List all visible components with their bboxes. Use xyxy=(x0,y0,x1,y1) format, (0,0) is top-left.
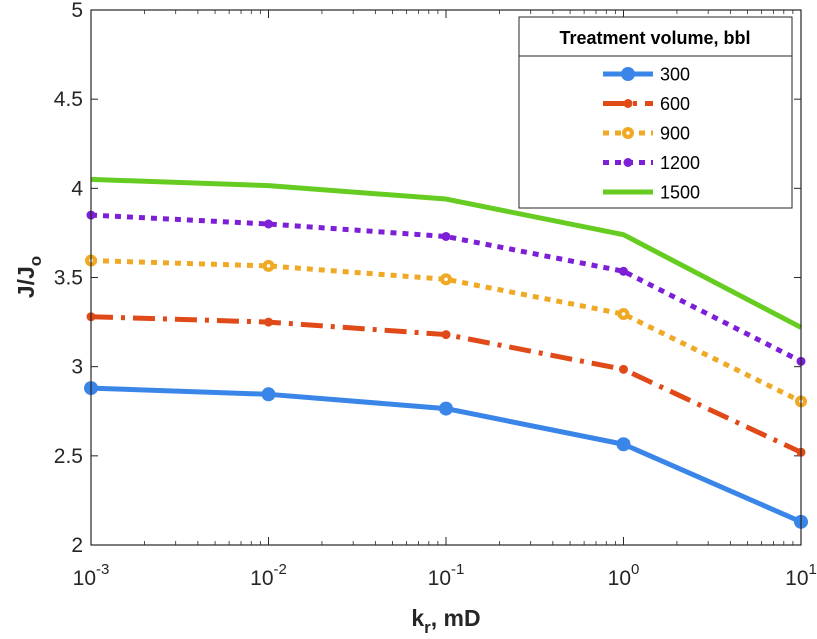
data-point-1200 xyxy=(619,266,628,276)
legend-title: Treatment volume, bbl xyxy=(559,28,750,48)
data-point-1200 xyxy=(264,219,273,229)
x-axis-title-subscript: r xyxy=(424,618,431,637)
legend-label-300: 300 xyxy=(660,65,690,85)
legend-label-900: 900 xyxy=(660,124,690,144)
y-tick-label: 2.5 xyxy=(54,445,83,468)
legend-items: 300 600 900 1200 1500 xyxy=(603,65,700,203)
data-point-300 xyxy=(261,387,276,402)
y-tick-label: 4 xyxy=(71,177,83,200)
legend-label-1500: 1500 xyxy=(660,183,700,203)
legend-box xyxy=(518,16,793,209)
y-tick-label: 3 xyxy=(71,356,83,379)
axis-tick-labels: 2 2.5 3 3.5 4 4.5 5 10-3 10-2 10-1 100 101 xyxy=(54,0,817,590)
y-axis-title-subscript: o xyxy=(26,256,45,266)
legend-label-1200: 1200 xyxy=(660,153,700,173)
y-tick-label: 2 xyxy=(71,534,83,557)
data-point-600 xyxy=(441,330,451,340)
legend-label-600: 600 xyxy=(660,94,690,114)
y-tick-label: 5 xyxy=(71,0,83,22)
data-point-300 xyxy=(616,437,631,452)
legend-marker-1200 xyxy=(623,158,633,167)
series-line-900 xyxy=(90,258,803,404)
x-tick-label: 10-2 xyxy=(250,561,287,590)
legend-marker-300 xyxy=(621,67,635,81)
legend-item-1200: 1200 xyxy=(603,153,700,173)
plot-frame xyxy=(90,9,802,546)
x-tick-label: 100 xyxy=(608,561,640,590)
series-line-1200 xyxy=(90,212,803,364)
x-tick-label: 10-3 xyxy=(73,561,110,590)
data-point-600 xyxy=(619,364,628,374)
legend-item-900: 900 xyxy=(603,124,690,144)
data-point-600 xyxy=(264,317,273,327)
series-1500 xyxy=(90,176,803,330)
legend-marker-900-center xyxy=(626,131,630,135)
legend-marker-600 xyxy=(623,99,633,108)
data-point-900-center xyxy=(444,277,448,282)
legend-item-1500: 1500 xyxy=(603,183,700,203)
legend: Treatment volume, bbl 300 600 900 1200 1500 xyxy=(518,16,793,209)
x-tick-label: 10-1 xyxy=(428,561,465,590)
y-axis-title: J/Jo xyxy=(13,256,45,298)
x-axis-title: kr, mD xyxy=(411,605,480,637)
data-point-1200 xyxy=(441,231,451,241)
axis-ticks xyxy=(90,9,802,546)
y-tick-label: 3.5 xyxy=(54,267,83,290)
series-300 xyxy=(84,381,808,529)
data-point-900-center xyxy=(621,312,626,316)
data-point-300 xyxy=(439,401,453,416)
data-point-900-center xyxy=(266,264,271,268)
y-tick-label: 4.5 xyxy=(54,88,83,111)
legend-item-300: 300 xyxy=(603,65,690,85)
x-tick-label: 101 xyxy=(785,561,817,590)
legend-item-600: 600 xyxy=(603,94,690,114)
series-line-1500 xyxy=(90,176,803,330)
